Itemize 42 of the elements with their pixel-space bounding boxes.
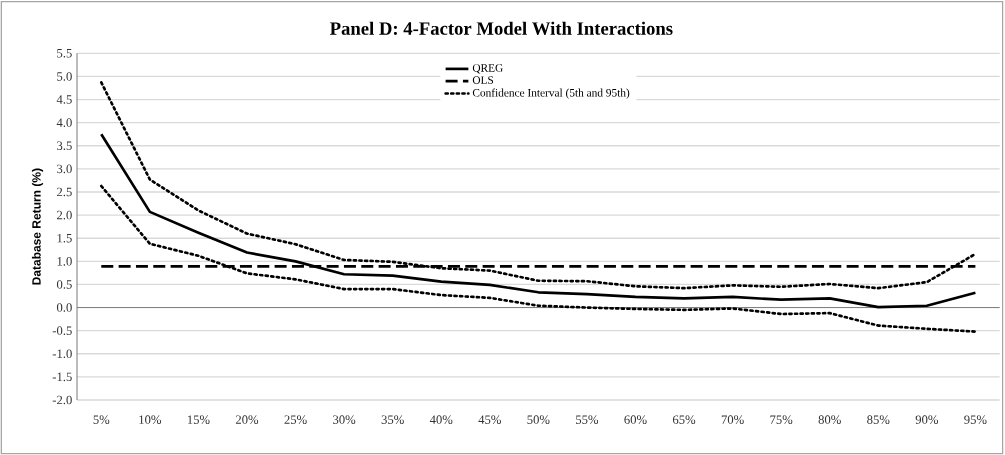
y-tick-label: 3.5 <box>57 141 72 151</box>
legend-label: Confidence Interval (5th and 95th) <box>472 88 630 99</box>
chart-title: Panel D: 4-Factor Model With Interactions <box>329 21 673 35</box>
y-tick-label: 1.5 <box>57 233 72 243</box>
y-tick-label: 4.5 <box>56 95 72 104</box>
x-tick-label: 25% <box>284 415 307 424</box>
x-tick-label: 65% <box>672 415 696 424</box>
x-tick-label: 10% <box>139 415 162 424</box>
x-tick-label: 95% <box>964 415 987 424</box>
x-tick-label: 30% <box>333 415 356 424</box>
x-tick-label: 20% <box>235 415 259 424</box>
x-tick-label: 90% <box>915 415 939 424</box>
y-tick-label: 1.0 <box>57 257 72 266</box>
legend-label: OLS <box>472 76 494 84</box>
x-tick-label: 85% <box>867 415 890 424</box>
y-tick-label: -1.5 <box>52 372 72 382</box>
y-tick-label: 5.5 <box>57 49 72 58</box>
y-axis-title: Database Return (%) <box>31 168 44 285</box>
legend-label: QREG <box>472 64 503 74</box>
y-tick-label: 3.0 <box>57 164 72 174</box>
x-tick-label: 45% <box>478 415 501 424</box>
y-tick-label: 5.0 <box>57 72 72 81</box>
x-tick-label: 50% <box>527 415 550 424</box>
y-tick-label: -2.0 <box>52 395 72 405</box>
y-tick-label: 0.5 <box>56 280 72 289</box>
y-tick-label: 2.5 <box>57 187 72 197</box>
line-series <box>99 184 977 333</box>
x-tick-label: 40% <box>429 415 453 424</box>
y-tick-label: -0.5 <box>52 326 72 335</box>
line-series <box>99 132 977 309</box>
x-tick-label: 15% <box>187 415 210 424</box>
x-tick-label: 5% <box>93 415 110 424</box>
x-tick-label: 80% <box>818 415 841 424</box>
x-tick-label: 70% <box>721 415 744 424</box>
y-tick-label: 0.0 <box>56 303 72 312</box>
x-tick-label: 75% <box>770 415 793 424</box>
x-tick-label: 35% <box>381 415 404 424</box>
x-tick-label: 60% <box>624 415 647 424</box>
x-tick-label: 55% <box>576 415 599 424</box>
y-tick-label: 2.0 <box>57 210 72 220</box>
y-tick-label: 4.0 <box>56 118 72 127</box>
y-tick-label: -1.0 <box>52 349 72 359</box>
